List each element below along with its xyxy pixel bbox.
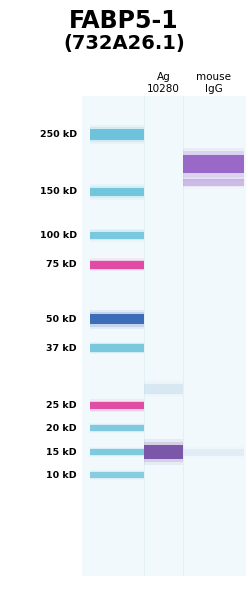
FancyBboxPatch shape	[90, 186, 144, 198]
Text: 25 kD: 25 kD	[46, 401, 77, 410]
FancyBboxPatch shape	[90, 401, 144, 410]
FancyBboxPatch shape	[90, 424, 144, 432]
FancyBboxPatch shape	[183, 148, 244, 181]
FancyBboxPatch shape	[90, 448, 144, 456]
FancyBboxPatch shape	[82, 96, 246, 576]
Text: 10 kD: 10 kD	[46, 470, 77, 480]
FancyBboxPatch shape	[90, 470, 144, 481]
FancyBboxPatch shape	[90, 344, 144, 352]
FancyBboxPatch shape	[90, 312, 144, 326]
FancyBboxPatch shape	[90, 129, 144, 140]
FancyBboxPatch shape	[183, 179, 244, 186]
FancyBboxPatch shape	[90, 125, 144, 144]
Text: 20 kD: 20 kD	[46, 424, 77, 433]
FancyBboxPatch shape	[90, 399, 144, 412]
FancyBboxPatch shape	[183, 178, 244, 187]
FancyBboxPatch shape	[144, 384, 183, 394]
Text: 150 kD: 150 kD	[40, 187, 77, 196]
Text: FABP5-1: FABP5-1	[69, 9, 179, 33]
FancyBboxPatch shape	[144, 442, 183, 462]
FancyBboxPatch shape	[183, 155, 244, 173]
FancyBboxPatch shape	[90, 447, 144, 457]
FancyBboxPatch shape	[90, 184, 144, 200]
FancyBboxPatch shape	[144, 439, 183, 465]
FancyBboxPatch shape	[90, 425, 144, 431]
FancyBboxPatch shape	[90, 310, 144, 329]
FancyBboxPatch shape	[144, 382, 183, 395]
FancyBboxPatch shape	[90, 127, 144, 142]
FancyBboxPatch shape	[144, 445, 183, 460]
Text: Ag
10280: Ag 10280	[147, 72, 180, 94]
FancyBboxPatch shape	[90, 471, 144, 479]
FancyBboxPatch shape	[90, 232, 144, 239]
Text: mouse
IgG: mouse IgG	[196, 72, 231, 94]
FancyBboxPatch shape	[90, 472, 144, 478]
Text: 37 kD: 37 kD	[46, 343, 77, 353]
FancyBboxPatch shape	[90, 188, 144, 196]
FancyBboxPatch shape	[90, 230, 144, 240]
FancyBboxPatch shape	[183, 449, 244, 456]
FancyBboxPatch shape	[90, 259, 144, 271]
FancyBboxPatch shape	[90, 262, 144, 269]
Text: (732A26.1): (732A26.1)	[63, 34, 185, 53]
Text: 100 kD: 100 kD	[40, 230, 77, 239]
FancyBboxPatch shape	[90, 449, 144, 455]
FancyBboxPatch shape	[90, 341, 144, 355]
Text: 250 kD: 250 kD	[40, 130, 77, 139]
Text: 15 kD: 15 kD	[46, 448, 77, 457]
FancyBboxPatch shape	[90, 343, 144, 353]
FancyBboxPatch shape	[90, 260, 144, 270]
FancyBboxPatch shape	[90, 402, 144, 409]
FancyBboxPatch shape	[90, 229, 144, 242]
Text: 50 kD: 50 kD	[46, 314, 77, 324]
FancyBboxPatch shape	[90, 423, 144, 433]
Text: 75 kD: 75 kD	[46, 260, 77, 269]
FancyBboxPatch shape	[183, 151, 244, 177]
FancyBboxPatch shape	[90, 314, 144, 325]
